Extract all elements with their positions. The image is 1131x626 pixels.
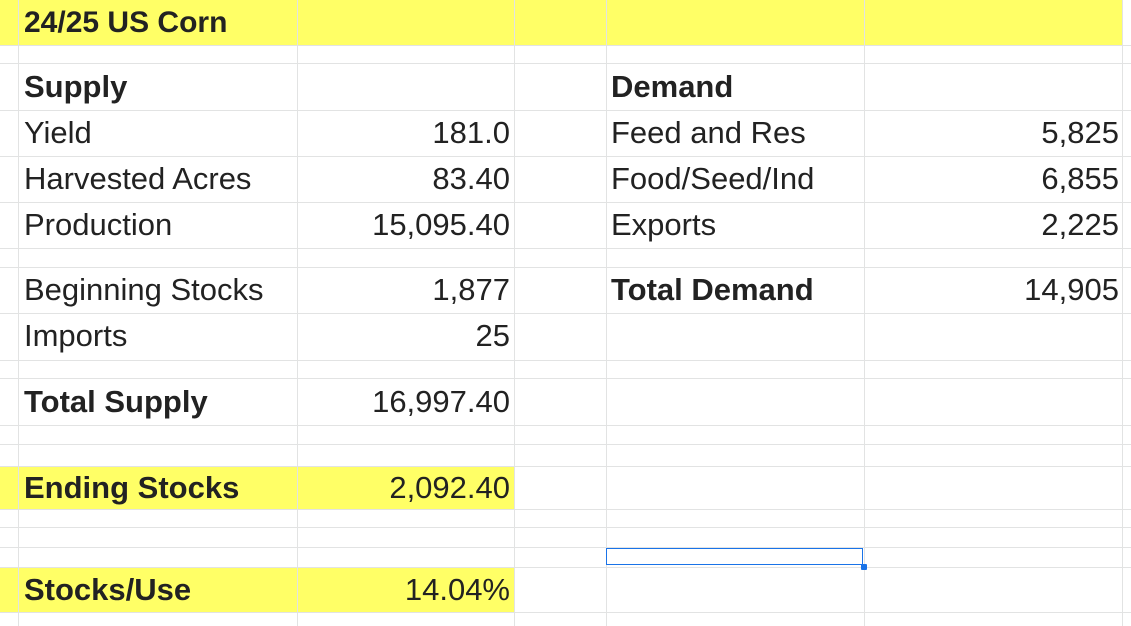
feed-and-res-label[interactable]: Feed and Res [611,115,806,150]
row-gridline [0,567,1131,568]
production-label[interactable]: Production [24,207,173,242]
fill-handle[interactable] [861,564,867,570]
row-gridline [0,612,1131,613]
total-supply-value[interactable]: 16,997.40 [372,384,510,419]
row-gridline [0,202,1131,203]
row-gridline [0,466,1131,467]
row-gridline [0,547,1131,548]
column-gridline [1122,0,1123,626]
row-gridline [0,248,1131,249]
harvested-acres-value[interactable]: 83.40 [432,161,510,196]
beginning-stocks-label[interactable]: Beginning Stocks [24,272,264,307]
supply-heading[interactable]: Supply [24,69,128,104]
sheet-title[interactable]: 24/25 US Corn [24,5,228,39]
title-row-highlight [0,0,1122,45]
row-gridline [0,360,1131,361]
ending-stocks-value[interactable]: 2,092.40 [389,469,510,505]
feed-and-res-value[interactable]: 5,825 [1041,115,1119,150]
exports-value[interactable]: 2,225 [1041,207,1119,242]
row-gridline [0,378,1131,379]
column-gridline [606,0,607,626]
yield-label[interactable]: Yield [24,115,92,150]
row-gridline [0,156,1131,157]
exports-label[interactable]: Exports [611,207,717,242]
row-gridline [0,45,1131,46]
column-gridline [18,0,19,626]
row-gridline [0,527,1131,528]
row-gridline [0,63,1131,64]
beginning-stocks-value[interactable]: 1,877 [432,272,510,307]
yield-value[interactable]: 181.0 [432,115,510,150]
active-cell-selection[interactable] [606,548,863,565]
stocks-use-highlight [0,567,514,612]
food-seed-ind-value[interactable]: 6,855 [1041,161,1119,196]
total-demand-value[interactable]: 14,905 [1024,272,1119,307]
row-gridline [0,509,1131,510]
harvested-acres-label[interactable]: Harvested Acres [24,161,252,196]
stocks-use-label[interactable]: Stocks/Use [24,571,192,607]
row-gridline [0,425,1131,426]
imports-label[interactable]: Imports [24,318,128,353]
production-value[interactable]: 15,095.40 [372,207,510,242]
column-gridline [297,0,298,626]
column-gridline [514,0,515,626]
total-supply-label[interactable]: Total Supply [24,384,208,419]
row-gridline [0,313,1131,314]
demand-heading[interactable]: Demand [611,69,734,104]
row-gridline [0,444,1131,445]
imports-value[interactable]: 25 [475,318,510,353]
ending-stocks-label[interactable]: Ending Stocks [24,469,240,505]
column-gridline [864,0,865,626]
ending-stocks-highlight [0,466,514,509]
total-demand-label[interactable]: Total Demand [611,272,814,307]
row-gridline [0,267,1131,268]
food-seed-ind-label[interactable]: Food/Seed/Ind [611,161,815,196]
row-gridline [0,110,1131,111]
stocks-use-value[interactable]: 14.04% [404,571,510,607]
